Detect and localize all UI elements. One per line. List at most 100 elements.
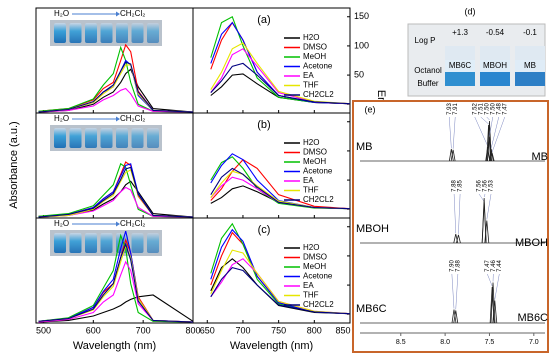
- emission-line: [210, 62, 351, 105]
- x-tick-label: 7.0: [529, 339, 539, 346]
- x-tick-label: 800: [307, 325, 322, 335]
- emission-line: [210, 249, 351, 315]
- emission-line: [210, 156, 351, 210]
- x-tick-label: 750: [271, 325, 286, 335]
- absorbance-line: [38, 294, 194, 323]
- absorbance-line: [38, 242, 194, 323]
- vial: [116, 128, 128, 148]
- nmr-peak: [450, 149, 456, 162]
- vial: [69, 23, 82, 43]
- legend-label: DMSO: [303, 148, 327, 157]
- vial-top: [515, 46, 545, 60]
- logp-title: Log P: [415, 36, 436, 45]
- shift-label: 7.44: [497, 260, 503, 272]
- label-leader: [452, 116, 456, 149]
- shift-label: 7.56: [477, 180, 483, 192]
- vial-top: [445, 46, 475, 60]
- legend-label: DMSO: [303, 43, 327, 52]
- shift-label: 7.50: [490, 103, 496, 115]
- vial: [131, 233, 144, 253]
- vial: [147, 128, 159, 148]
- label-leader: [480, 116, 489, 125]
- absorbance-line: [38, 68, 194, 113]
- emission-line: [210, 158, 351, 210]
- shift-label: 7.90: [449, 260, 455, 272]
- shift-label: 7.88: [452, 180, 458, 192]
- absorbance-line: [38, 87, 194, 113]
- absorbance-line: [38, 64, 194, 113]
- vial: [100, 233, 113, 253]
- legend-label: CH2CL2: [303, 195, 334, 204]
- vial: [69, 233, 82, 253]
- vial: [54, 23, 66, 43]
- inset-start: H₂O: [54, 219, 69, 228]
- absorbance-line: [38, 59, 194, 113]
- nmr-peak: [484, 220, 490, 244]
- vial: [147, 23, 159, 43]
- label-leader: [458, 193, 461, 234]
- sample-name: MBOH: [483, 61, 507, 70]
- y-axis-title: Absorbance (a.u.): [8, 121, 20, 208]
- vial: [116, 23, 128, 43]
- inset-start: H₂O: [54, 114, 69, 123]
- legend-label: MeOH: [303, 52, 326, 61]
- x-tick-label: 7.5: [485, 339, 495, 346]
- x-tick-label: 800: [185, 325, 200, 335]
- nmr-peak: [451, 309, 457, 324]
- y-tick-label: 50: [354, 69, 364, 79]
- logp-value: -0.54: [486, 28, 505, 37]
- x-tick-label: 500: [36, 325, 51, 335]
- label-leader: [451, 273, 455, 309]
- legend-label: DMSO: [303, 253, 327, 262]
- x-tick-label: 8.5: [396, 339, 406, 346]
- label-leader: [483, 193, 486, 198]
- label-leader: [486, 116, 490, 121]
- vial: [100, 128, 113, 148]
- sample-tag: [480, 60, 510, 72]
- x-axis-title: Wavelength (nm): [73, 340, 156, 352]
- vial: [85, 233, 97, 253]
- legend-label: Acetone: [303, 62, 333, 71]
- absorbance-line: [38, 162, 194, 218]
- nmr-frame: [352, 100, 549, 353]
- nmr-peak: [486, 124, 491, 162]
- label-leader: [494, 273, 500, 300]
- x-tick-label: 700: [235, 325, 250, 335]
- compound-label: MB6C: [517, 312, 548, 324]
- shift-label: 7.56: [483, 180, 489, 192]
- legend-label: THF: [303, 81, 319, 90]
- absorbance-line: [38, 43, 194, 113]
- label-leader: [478, 193, 485, 202]
- absorbance-line: [38, 233, 194, 323]
- sample-tag: [515, 60, 545, 72]
- logp-value: +1.3: [452, 28, 468, 37]
- layer-label: Octanol: [414, 66, 442, 75]
- x-tick-label: 850: [335, 325, 350, 335]
- x-tick-label: 650: [200, 325, 215, 335]
- sample-name: MB6C: [449, 61, 471, 70]
- absorbance-line: [38, 45, 194, 113]
- legend-label: Acetone: [303, 272, 333, 281]
- legend-label: EA: [303, 176, 314, 185]
- nmr-peak: [481, 197, 487, 244]
- emission-line: [210, 266, 351, 315]
- nmr-peak: [448, 148, 454, 162]
- shift-label: 7.93: [447, 103, 453, 115]
- vial-top: [480, 46, 510, 60]
- absorbance-line: [38, 260, 194, 323]
- label-leader: [453, 193, 456, 234]
- legend-label: THF: [303, 186, 319, 195]
- legend-label: MeOH: [303, 157, 326, 166]
- legend-label: H2O: [303, 138, 319, 147]
- legend-label: H2O: [303, 243, 319, 252]
- vial: [69, 128, 82, 148]
- x-tick-label: 700: [136, 325, 151, 335]
- vial: [54, 233, 66, 253]
- vial: [54, 128, 66, 148]
- compound-label: MB: [356, 141, 373, 153]
- absorbance-line: [38, 186, 194, 218]
- panel-label: (b): [257, 119, 270, 131]
- panel-label: (e): [365, 104, 376, 114]
- legend-label: Acetone: [303, 167, 333, 176]
